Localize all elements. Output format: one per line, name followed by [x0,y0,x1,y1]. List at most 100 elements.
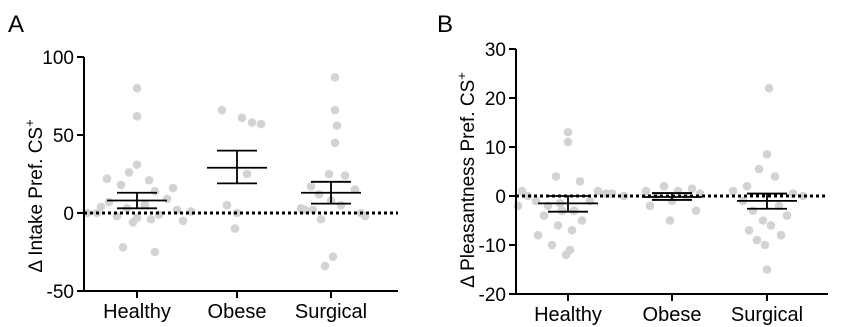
data-point-b [567,226,577,235]
data-point-b [575,177,585,186]
data-point-b [776,230,786,240]
data-point-b [687,184,697,193]
data-point-a [146,214,156,224]
data-point-a [150,186,160,196]
y-axis-title-sup-a: + [22,119,37,127]
data-point-b [563,137,573,147]
data-point-b [762,265,772,274]
svg-text:Δ Intake Pref. CS+: Δ Intake Pref. CS+ [22,119,47,272]
data-point-a [128,218,138,227]
data-point-b [798,191,808,201]
data-point-b [665,216,675,225]
data-point-a [350,185,360,194]
y-axis-title-sup-b: + [454,72,469,80]
data-point-a [132,111,142,121]
y-axis-title-b: Δ Pleasantness Pref. CS+ [454,72,479,288]
y-axis-title-a: Δ Intake Pref. CS+ [22,119,47,272]
data-point-a [144,175,154,185]
data-point-a [230,224,240,233]
x-category-label-a: Healthy [103,301,171,323]
marks-b: -20 -10 0 10 20 30 Healthy Obese Surgical [479,40,828,326]
data-point-b [752,235,762,245]
data-point-b [593,186,603,196]
data-point-b [691,206,701,215]
data-point-a [124,168,134,177]
svg-text:Δ Pleasantness Pref. CS+: Δ Pleasantness Pref. CS+ [454,72,479,288]
y-tick-label-a: -50 [47,282,74,303]
data-point-a [328,252,338,261]
data-point-b [788,189,798,198]
y-tick-label-b: -20 [479,285,506,306]
data-point-a [237,113,247,123]
data-point-b [764,83,774,93]
data-point-a [132,160,142,169]
panel-letter-a: A [8,11,24,38]
data-point-a [140,200,150,210]
data-point-a [116,180,126,190]
data-point-b [641,186,651,196]
data-point-b [748,206,758,215]
panel-a: A Δ Intake Pref. CS+ -50 0 50 100 Healthy Obe… [8,11,398,323]
data-point-b [742,181,752,191]
data-point-a [242,169,252,179]
data-point-b [770,172,780,181]
y-axis-title-text-b: Δ Pleasantness Pref. CS [458,80,479,288]
data-point-a [102,174,112,183]
data-point-a [330,138,340,148]
data-point-b [551,172,561,181]
data-point-a [168,183,178,193]
data-point-a [306,182,316,191]
data-point-b [563,128,573,137]
data-point-b [577,216,587,225]
data-point-b [728,186,738,196]
data-point-a [217,105,227,115]
data-point-b [760,240,770,250]
data-point-b [569,206,579,215]
data-point-a [320,261,330,271]
data-point-a [336,200,346,210]
y-axis-title-text-a: Δ Intake Pref. CS [26,127,47,273]
data-point-a [96,202,106,212]
data-point-b [513,201,523,211]
data-point-a [330,105,340,115]
data-point-b [754,164,764,174]
data-point-b [517,186,527,196]
data-point-a [308,205,318,215]
x-category-label-b: Healthy [534,304,602,326]
data-point-b [766,221,776,230]
panel-b: B Δ Pleasantness Pref. CS+ -20 -10 0 10 20 30… [437,11,828,326]
marks-a: -50 0 50 100 Healthy Obese Surgical [42,48,398,323]
data-point-b [659,181,669,191]
data-point-b [533,230,543,240]
data-point-a [162,194,172,204]
data-point-a [332,121,342,130]
data-point-a [314,189,324,199]
x-category-label-b: Obese [643,304,702,326]
y-tick-label-b: 10 [485,138,506,159]
data-point-a [330,72,340,82]
x-category-label-a: Obese [208,301,267,323]
x-category-label-a: Surgical [295,301,367,323]
y-tick-label-a: 0 [63,204,74,225]
data-point-b [547,240,557,250]
data-point-b [645,201,655,211]
data-point-b [553,221,563,230]
y-tick-label-b: 30 [485,40,506,61]
data-point-b [762,150,772,159]
data-point-a [132,83,142,93]
data-point-a [150,247,160,257]
data-point-a [256,119,266,129]
data-point-a [340,171,350,180]
data-point-b [673,186,683,196]
data-point-b [758,216,768,225]
data-point-a [178,216,188,226]
data-point-b [561,250,571,260]
data-point-b [782,211,792,220]
data-point-a [104,197,114,207]
y-tick-label-b: 20 [485,89,506,110]
x-category-label-b: Surgical [731,304,803,326]
y-tick-label-a: 100 [42,48,74,69]
panel-letter-b: B [437,11,453,38]
data-point-a [316,214,326,224]
